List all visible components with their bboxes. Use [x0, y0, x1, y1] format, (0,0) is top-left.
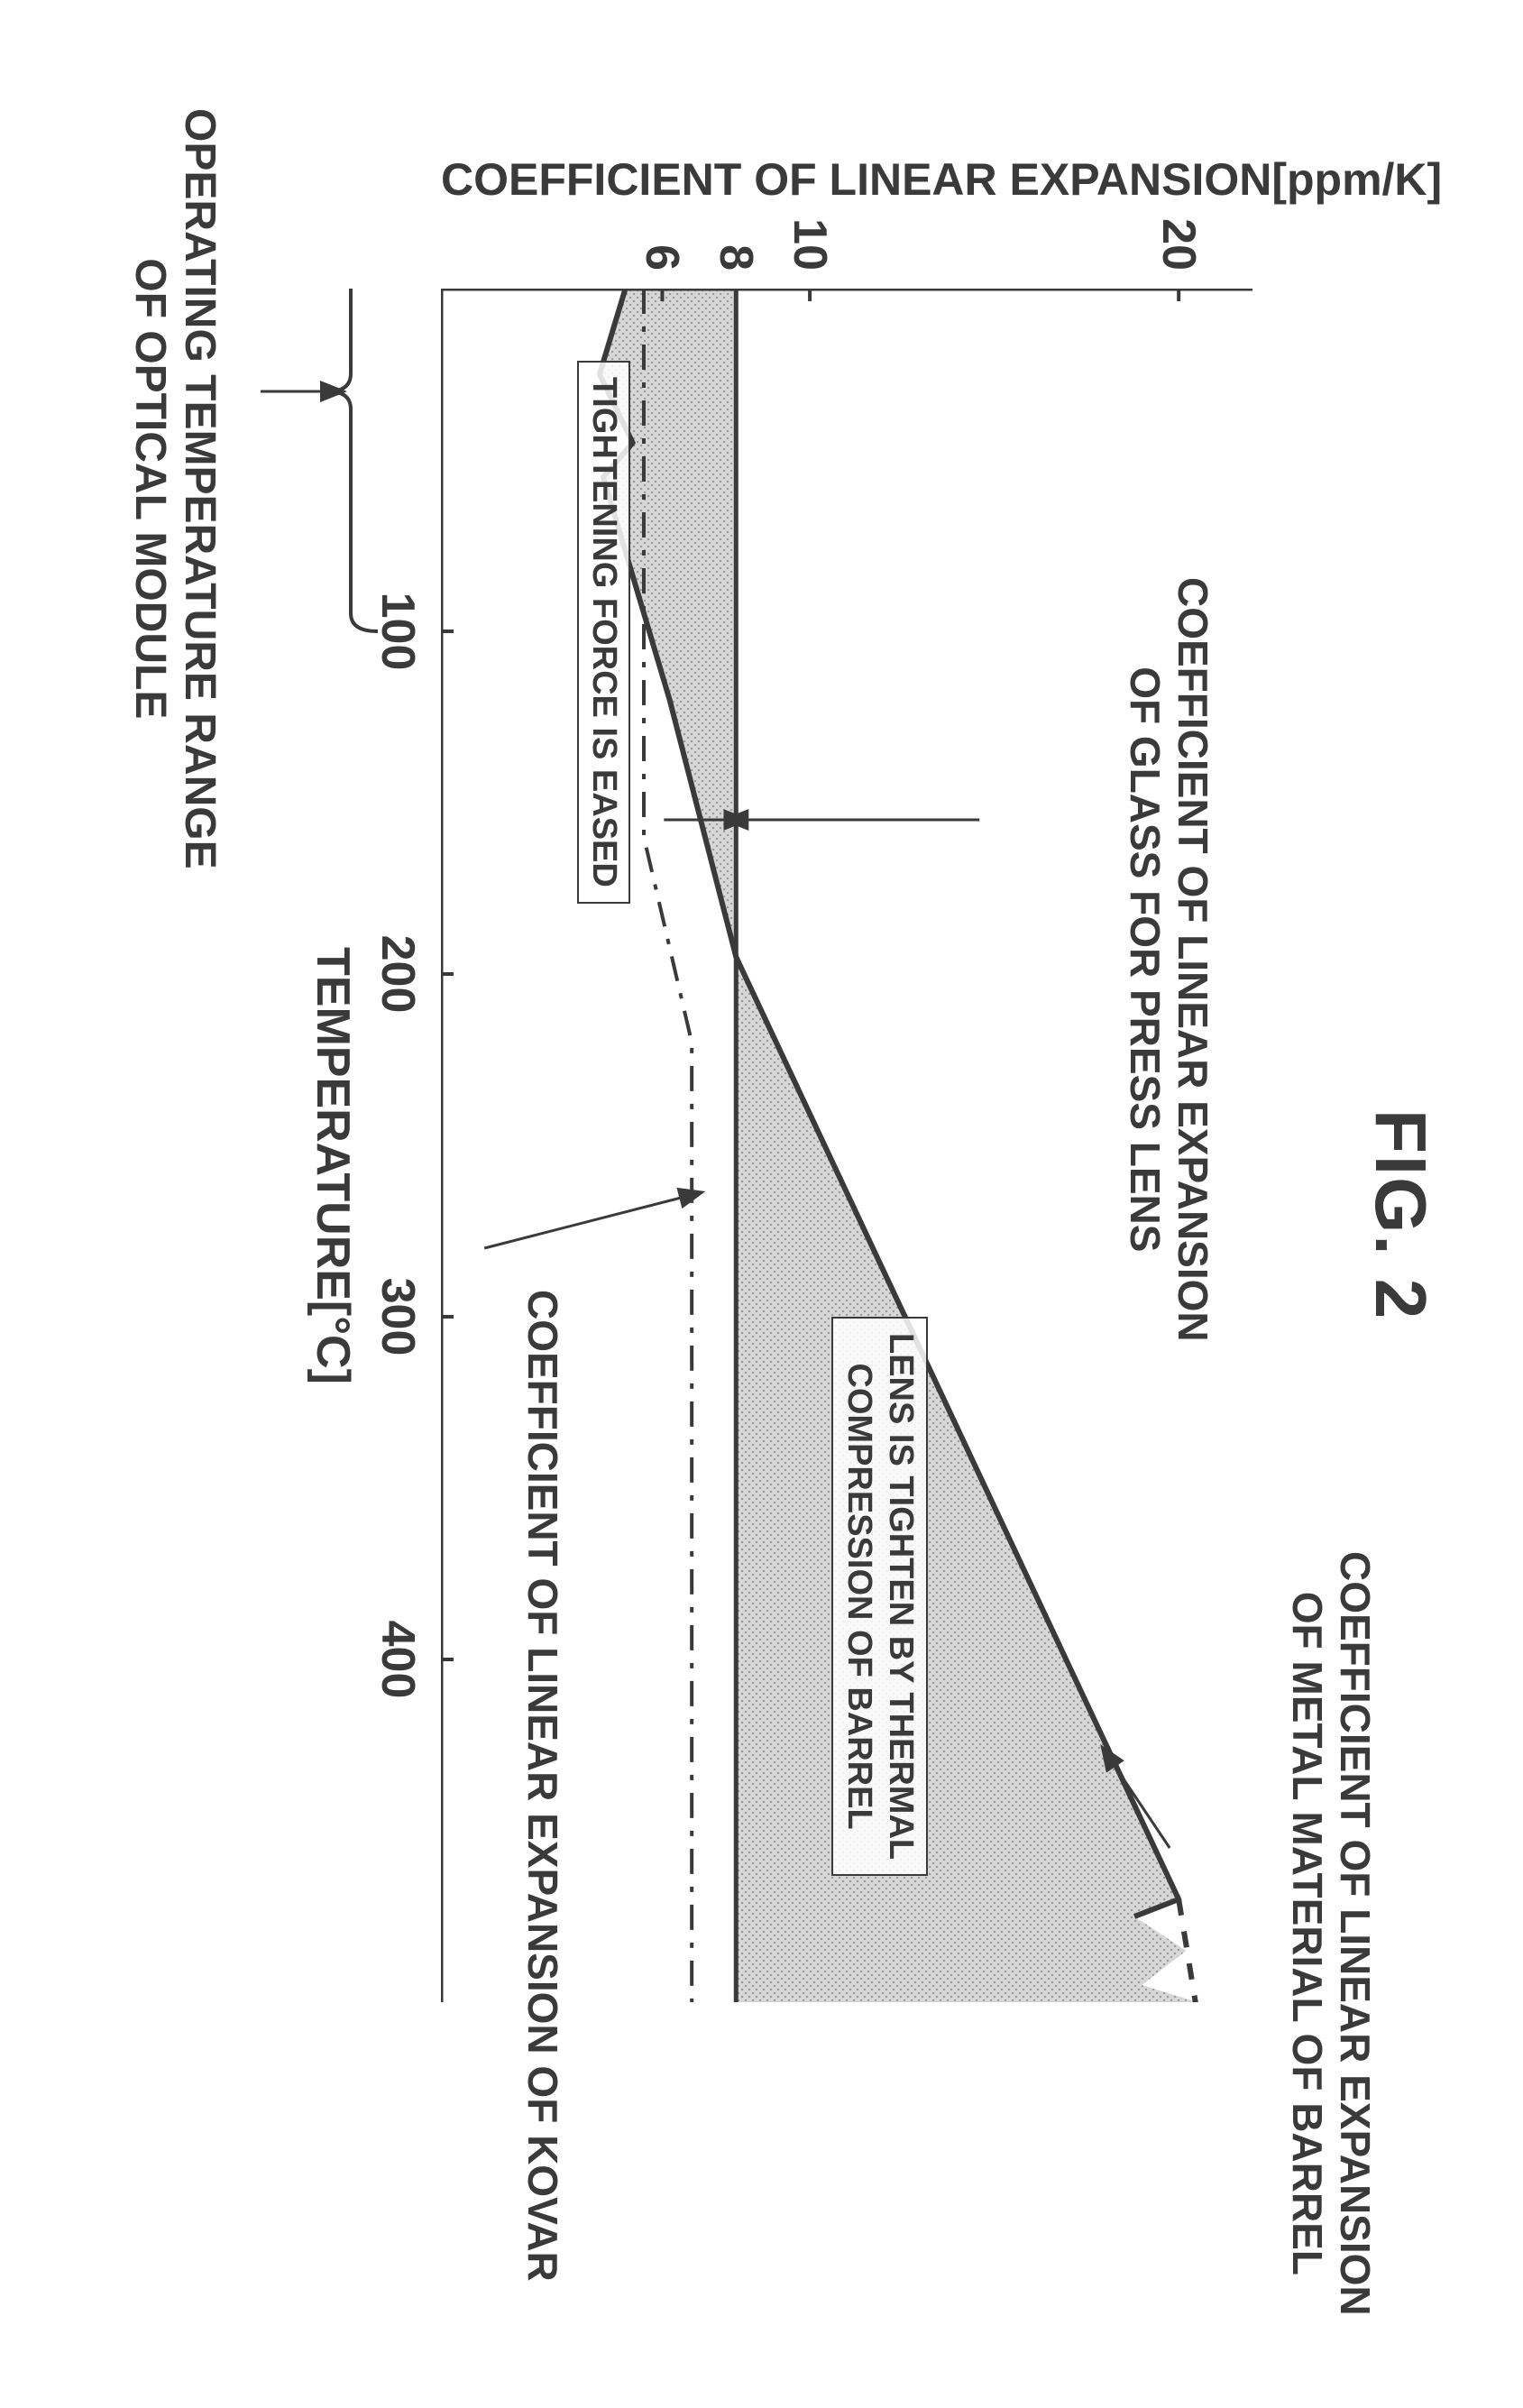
kovar-callout: COEFFICIENT OF LINEAR EXPANSION OF KOVAR: [518, 1290, 567, 2282]
y-tick-10: 10: [783, 207, 837, 271]
x-tick-100: 100: [371, 582, 425, 681]
x-tick-200: 200: [371, 924, 425, 1024]
compression-annotation-line1: LENS IS TIGHTEN BY THERMAL: [879, 1333, 921, 1860]
x-tick-300: 300: [371, 1267, 425, 1366]
barrel-callout-line2: OF METAL MATERIAL OF BARREL: [1283, 1551, 1331, 2316]
compression-annotation-line2: COMPRESSION OF BARREL: [839, 1333, 880, 1860]
eased-annotation-text: TIGHTENING FORCE IS EASED: [584, 377, 623, 887]
glass-callout-line2: OF GLASS FOR PRESS LENS: [1121, 577, 1169, 1342]
y-tick-6: 6: [635, 207, 689, 271]
y-axis-label: COEFFICIENT OF LINEAR EXPANSION[ppm/K]: [441, 153, 1442, 206]
y-tick-8: 8: [709, 207, 763, 271]
compression-annotation: LENS IS TIGHTEN BY THERMAL COMPRESSION O…: [831, 1317, 928, 1876]
barrel-callout: COEFFICIENT OF LINEAR EXPANSION OF METAL…: [1283, 1551, 1379, 2316]
glass-callout-line1: COEFFICIENT OF LINEAR EXPANSION: [1169, 577, 1216, 1342]
glass-callout: COEFFICIENT OF LINEAR EXPANSION OF GLASS…: [1121, 577, 1216, 1342]
barrel-callout-line1: COEFFICIENT OF LINEAR EXPANSION: [1331, 1551, 1379, 2316]
figure-title: FIG. 2: [1359, 1109, 1442, 1320]
y-tick-20: 20: [1151, 207, 1206, 271]
operating-range-line2: OF OPTICAL MODULE: [125, 108, 175, 869]
x-tick-400: 400: [371, 1610, 425, 1709]
chart-container: FIG. 2 TEMPERATURE[°C] COEFFICIENT OF LI…: [0, 0, 1523, 2408]
eased-annotation: TIGHTENING FORCE IS EASED: [577, 361, 630, 904]
